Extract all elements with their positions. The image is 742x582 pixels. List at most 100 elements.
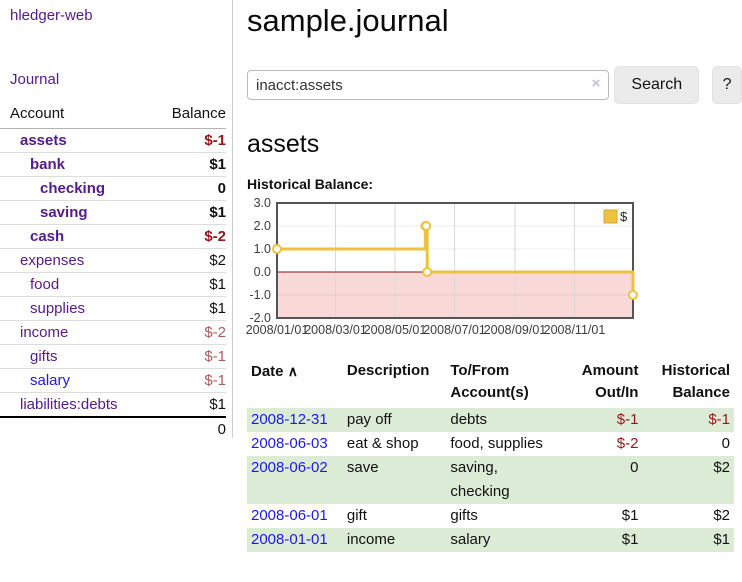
- register-description-cell: income: [342, 528, 447, 552]
- legend-swatch: [603, 209, 618, 224]
- account-row: cash $-2: [0, 224, 226, 249]
- account-row: salary $-1: [0, 368, 226, 393]
- accounts-table: Account Balance assets $-1 bank $1 checking 0…: [0, 103, 226, 441]
- sidebar-item-journal[interactable]: Journal: [10, 71, 60, 88]
- register-balance-cell: $2: [642, 456, 734, 504]
- account-balance: $-2: [146, 320, 226, 345]
- account-balance: $-1: [146, 128, 226, 153]
- account-name-cell: salary: [0, 368, 147, 393]
- account-name-cell: expenses: [0, 248, 147, 273]
- account-link-checking[interactable]: checking: [40, 180, 106, 197]
- account-link-income[interactable]: income: [20, 324, 69, 341]
- account-balance: $1: [146, 296, 226, 321]
- transaction-date-link[interactable]: 2008-01-01: [251, 531, 328, 548]
- account-link-food[interactable]: food: [30, 276, 60, 293]
- plot-border: [276, 202, 634, 319]
- register-description-cell: gift: [346, 507, 367, 524]
- search-button[interactable]: Search: [614, 66, 700, 104]
- clear-search-icon[interactable]: ×: [591, 75, 601, 92]
- transaction-date-link[interactable]: 2008-06-03: [251, 435, 328, 452]
- account-row: bank $1: [0, 152, 226, 177]
- x-tick-label: 2008/07/01: [423, 323, 486, 337]
- account-name-cell: assets: [0, 128, 147, 153]
- register-date-cell: 2008-01-01: [247, 528, 343, 552]
- legend-label: $: [620, 209, 628, 224]
- account-row: saving $1: [0, 200, 226, 225]
- y-tick-label: -1.0: [249, 288, 271, 302]
- account-link-expenses[interactable]: expenses: [20, 252, 85, 269]
- transaction-date-link[interactable]: 2008-12-31: [251, 411, 328, 428]
- sort-asc-icon: ∧: [287, 363, 298, 379]
- register-header-accounts: To/From Account(s): [450, 362, 529, 401]
- account-link-assets[interactable]: assets: [20, 132, 67, 149]
- transaction-date-link[interactable]: 2008-06-01: [251, 507, 328, 524]
- register-row: 2008-06-03 eat & shop food, supplies $-2 0: [247, 432, 734, 456]
- account-name-cell: food: [0, 272, 147, 297]
- app-title-link[interactable]: hledger-web: [10, 7, 93, 24]
- account-balance: $-2: [146, 224, 226, 249]
- register-balance-cell: 0: [721, 435, 730, 452]
- chart-title: Historical Balance:: [247, 176, 374, 192]
- data-point-marker: [421, 221, 432, 231]
- x-tick-label: 2008/11/01: [544, 323, 606, 337]
- account-row: food $1: [0, 272, 226, 297]
- account-link-bank[interactable]: bank: [30, 156, 66, 173]
- search-input[interactable]: [247, 70, 610, 100]
- register-amount-cell: $-1: [559, 408, 643, 432]
- sidebar: hledger-web Journal Account Balance asse…: [0, 0, 233, 441]
- data-point-marker: [628, 290, 638, 300]
- x-tick-label: 2008/01/01: [246, 323, 309, 337]
- register-accounts-cell: gifts: [450, 507, 478, 524]
- account-link-salary[interactable]: salary: [30, 372, 71, 389]
- account-row: expenses $2: [0, 248, 226, 273]
- accounts-body: assets $-1 bank $1 checking 0 saving $1 cash $-2 e…: [0, 128, 226, 441]
- account-row: checking 0: [0, 176, 226, 201]
- register-balance-cell: $1: [642, 528, 734, 552]
- account-balance: $1: [146, 392, 226, 418]
- account-name-cell: gifts: [0, 344, 147, 369]
- register-header-amount: Amount Out/In: [581, 362, 639, 401]
- account-balance: $2: [146, 248, 226, 273]
- account-link-supplies[interactable]: supplies: [30, 300, 86, 317]
- register-accounts-cell: saving, checking: [446, 456, 560, 504]
- x-tick-label: 2008/03/01: [304, 323, 367, 337]
- account-link-gifts[interactable]: gifts: [30, 348, 58, 365]
- register-table: Date ∧ Description To/From Account(s) Am…: [247, 360, 734, 552]
- register-accounts-cell: food, supplies: [450, 435, 543, 452]
- register-amount-cell: $-2: [616, 435, 639, 452]
- account-balance: $1: [146, 272, 226, 297]
- account-link-saving[interactable]: saving: [40, 204, 88, 221]
- register-body: 2008-12-31 pay off debts $-1 $-1 2008-06-03 ea…: [247, 408, 734, 552]
- account-balance: $-1: [146, 368, 226, 393]
- register-description-cell: pay off: [342, 408, 447, 432]
- register-date-cell: 2008-06-02: [247, 456, 343, 504]
- register-balance-cell: $2: [713, 507, 730, 524]
- main-content: sample.journal × Search ? assets Histori…: [246, 0, 742, 552]
- x-tick-label: 2008/09/01: [484, 323, 547, 337]
- account-name-cell: supplies: [0, 296, 147, 321]
- register-row: 2008-12-31 pay off debts $-1 $-1: [247, 408, 734, 432]
- page-title: sample.journal: [247, 3, 449, 38]
- search-box: ×: [247, 70, 610, 100]
- data-point-marker: [272, 244, 282, 254]
- account-link-liabilities-debts[interactable]: liabilities:debts: [20, 396, 118, 413]
- account-balance: $1: [146, 152, 226, 177]
- account-name-cell: bank: [0, 152, 147, 177]
- accounts-header-account: Account: [0, 103, 147, 129]
- accounts-total-row: 0: [0, 416, 226, 441]
- historical-balance-chart: 3.0 2.0 1.0 0.0 -1.0 -2.02008/01/012008/03/01…: [246, 196, 638, 337]
- register-header-balance: Historical Balance: [661, 362, 730, 401]
- register-date-cell: 2008-12-31: [247, 408, 343, 432]
- help-button[interactable]: ?: [712, 66, 742, 104]
- account-balance: 0: [146, 176, 226, 201]
- account-name-cell: checking: [0, 176, 147, 201]
- register-accounts-cell: salary: [446, 528, 560, 552]
- transaction-date-link[interactable]: 2008-06-02: [251, 459, 328, 476]
- account-row: income $-2: [0, 320, 226, 345]
- account-link-cash[interactable]: cash: [30, 228, 65, 245]
- register-header-date[interactable]: Date ∧: [251, 363, 298, 380]
- account-row: supplies $1: [0, 296, 226, 321]
- account-name-cell: income: [0, 320, 147, 345]
- register-description-cell: save: [342, 456, 447, 504]
- search-row: × Search ?: [247, 66, 742, 104]
